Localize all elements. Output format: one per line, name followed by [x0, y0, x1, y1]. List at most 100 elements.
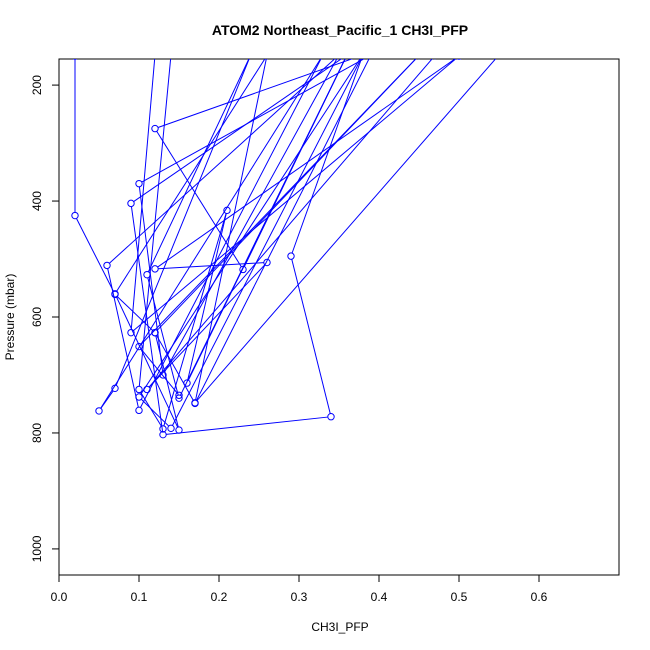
data-point	[263, 258, 271, 267]
y-axis: 200 400 600 800 1000	[30, 75, 60, 562]
y-tick-label: 600	[30, 307, 44, 327]
series-line-segment	[76, 218, 114, 292]
data-point	[248, 51, 254, 57]
data-point	[456, 59, 462, 60]
series-line-segment	[100, 390, 114, 409]
data-point	[111, 290, 119, 298]
data-point	[159, 371, 167, 379]
data-point	[496, 52, 502, 58]
data-point	[168, 52, 174, 58]
series-line-segment	[138, 186, 164, 372]
series-line-segment	[115, 296, 179, 428]
x-tick-label: 0.3	[291, 590, 308, 604]
data-point	[135, 179, 143, 188]
data-point	[327, 413, 335, 421]
plot-frame	[58, 58, 620, 576]
data-point	[127, 328, 135, 337]
data-point	[175, 391, 183, 399]
series-line-segment	[291, 259, 331, 414]
data-point	[360, 52, 366, 58]
series-line-segment	[148, 59, 433, 388]
series-line-segment	[138, 59, 172, 387]
data-point	[223, 206, 231, 215]
series-line-segment	[187, 213, 227, 381]
series-line-segment	[291, 59, 362, 254]
series-line-segment	[147, 277, 179, 396]
data-point	[167, 424, 175, 433]
series-line-segment	[195, 59, 267, 400]
series-line-segment	[140, 398, 170, 427]
y-tick-label: 800	[30, 423, 44, 443]
data-point	[320, 52, 326, 58]
series-line-segment	[163, 213, 227, 426]
data-point	[151, 124, 159, 133]
x-tick-label: 0.6	[531, 590, 548, 604]
data-point	[239, 265, 247, 274]
series-line-segment	[100, 59, 322, 409]
data-point	[127, 199, 135, 208]
series-line-segment	[147, 59, 250, 272]
series-group	[71, 51, 502, 439]
series-line-segment	[196, 59, 497, 401]
data-point	[135, 406, 143, 415]
series-line-segment	[148, 264, 266, 388]
x-axis: 0.0 0.1 0.2 0.3 0.4 0.5 0.6	[51, 574, 548, 604]
series-line-segment	[115, 59, 250, 386]
data-point	[143, 385, 151, 394]
data-point	[135, 385, 143, 394]
data-point	[151, 328, 159, 337]
y-axis-label: Pressure (mbar)	[3, 274, 17, 361]
x-tick-label: 0.1	[131, 590, 148, 604]
series-line-segment	[140, 59, 361, 395]
data-point	[175, 426, 183, 434]
series-line-segment	[140, 348, 178, 394]
data-point	[344, 52, 350, 58]
chart-title: ATOM2 Northeast_Pacific_1 CH3I_PFP	[212, 22, 468, 38]
data-point	[135, 393, 143, 401]
series-line-segment	[156, 335, 194, 401]
data-point	[360, 51, 366, 57]
y-tick-label: 400	[30, 191, 44, 211]
x-tick-label: 0.0	[51, 590, 68, 604]
data-point	[71, 211, 79, 220]
series-line-segment	[141, 59, 365, 183]
data-point	[191, 399, 199, 407]
data-point	[265, 59, 269, 60]
data-point	[175, 394, 183, 402]
series-line-segment	[109, 59, 336, 264]
series-line-segment	[116, 296, 154, 331]
series-line-segment	[116, 59, 266, 292]
data-point	[151, 265, 159, 273]
series-line-segment	[157, 59, 456, 268]
data-point	[95, 407, 103, 415]
series-line-segment	[130, 59, 156, 330]
data-point	[159, 425, 167, 433]
x-tick-label: 0.4	[371, 590, 388, 604]
series-line-segment	[133, 59, 457, 331]
data-point	[417, 59, 421, 60]
y-tick-label: 1000	[30, 535, 44, 562]
data-point	[135, 342, 143, 351]
series-line-segment	[195, 59, 370, 401]
series-line-segment	[187, 59, 346, 381]
series-line-segment	[174, 55, 432, 56]
series-line-segment	[133, 59, 342, 202]
x-tick-label: 0.2	[211, 590, 228, 604]
data-point	[368, 52, 374, 58]
data-point	[344, 52, 350, 58]
data-point	[103, 261, 111, 270]
data-point	[159, 430, 167, 439]
series-line-segment	[140, 391, 162, 427]
data-point	[143, 270, 151, 279]
data-point	[183, 379, 191, 387]
series-line-segment	[164, 59, 338, 373]
x-tick-label: 0.5	[451, 590, 468, 604]
data-point	[433, 59, 437, 60]
data-point	[287, 252, 295, 260]
series-line-segment	[140, 59, 417, 345]
y-tick-label: 200	[30, 75, 44, 95]
series-line-segment	[172, 59, 362, 426]
series-line-segment	[166, 416, 328, 435]
x-axis-label: CH3I_PFP	[311, 620, 368, 634]
